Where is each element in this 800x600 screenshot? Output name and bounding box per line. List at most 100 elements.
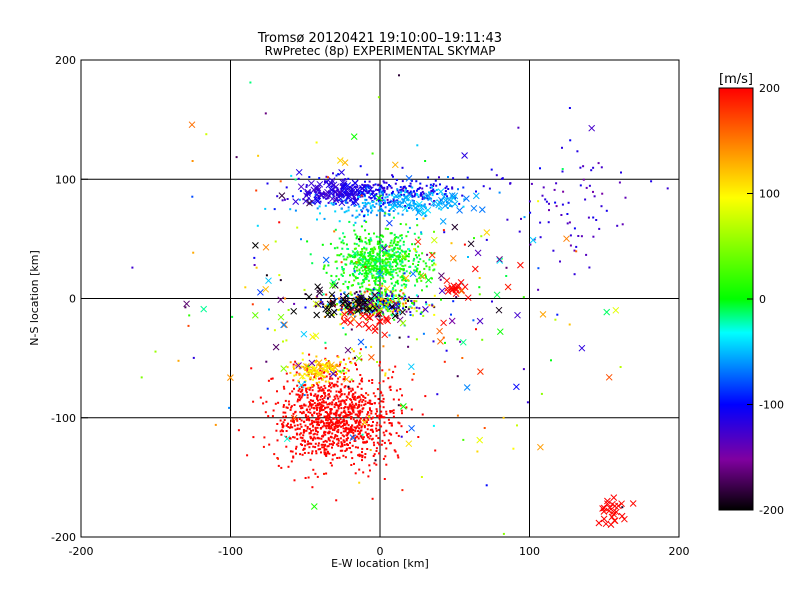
data-point-2896	[422, 204, 425, 207]
data-cross-3392	[362, 320, 370, 328]
data-point-716	[317, 415, 320, 418]
data-point-901	[334, 423, 337, 426]
data-point-2624	[428, 203, 431, 206]
data-point-2722	[449, 204, 451, 207]
data-point-1543	[367, 262, 370, 265]
data-point-1633	[382, 247, 384, 250]
data-cross-3528	[588, 124, 596, 132]
data-cross-3551	[459, 338, 467, 346]
data-point-1306	[399, 245, 402, 248]
data-point-1671	[401, 255, 404, 258]
data-point-2393	[390, 299, 392, 302]
data-cross-3545	[504, 283, 512, 291]
data-point-1113	[345, 371, 348, 374]
data-point-131	[357, 446, 359, 449]
data-point-32	[335, 438, 338, 441]
data-cross-3286	[332, 188, 340, 196]
data-point-2153	[384, 293, 387, 296]
data-cross-3328	[402, 194, 410, 202]
data-cross-3396	[366, 314, 374, 322]
data-point-2519	[414, 192, 417, 195]
data-point-1021	[367, 424, 370, 427]
data-point-1452	[360, 259, 363, 262]
data-point-715	[375, 408, 378, 411]
data-point-153	[318, 387, 321, 390]
data-point-1081	[345, 438, 348, 440]
data-point-2588	[341, 178, 344, 181]
data-point-43	[316, 431, 319, 433]
data-point-599	[285, 435, 288, 438]
data-point-725	[367, 401, 370, 404]
data-point-896	[338, 419, 341, 422]
data-point-286	[326, 450, 329, 453]
data-point-2879	[347, 209, 350, 212]
data-point-1121	[311, 384, 313, 387]
data-point-930	[316, 404, 319, 407]
data-cross-3414	[610, 494, 618, 501]
data-point-2640	[285, 186, 288, 189]
data-point-1819	[366, 288, 369, 291]
data-point-1714	[356, 235, 359, 238]
data-cross-3423	[602, 520, 610, 528]
data-point-504	[298, 427, 301, 430]
data-point-2415	[362, 305, 365, 308]
data-point-499	[391, 376, 394, 379]
data-point-2979	[548, 209, 550, 212]
data-point-3023	[388, 368, 391, 371]
data-point-3000	[322, 267, 325, 270]
data-point-21	[311, 486, 314, 489]
data-point-1051	[302, 448, 305, 451]
data-point-1176	[336, 373, 338, 375]
data-point-2945	[598, 227, 601, 230]
data-point-737	[366, 418, 369, 421]
data-point-2977	[582, 178, 585, 181]
data-point-911	[262, 402, 265, 405]
data-point-1022	[356, 414, 359, 417]
data-point-3018	[369, 449, 372, 451]
data-point-462	[328, 373, 331, 376]
data-point-1228	[398, 253, 401, 256]
data-point-2104	[409, 314, 412, 316]
data-point-1692	[367, 279, 370, 282]
data-point-1008	[282, 411, 285, 414]
data-point-3058	[381, 284, 384, 287]
data-point-3155	[340, 261, 343, 264]
data-point-2151	[415, 294, 418, 297]
data-point-1088	[373, 462, 376, 465]
data-point-1642	[407, 255, 410, 258]
data-cross-3264	[292, 198, 300, 205]
data-point-313	[299, 443, 302, 446]
data-point-152	[293, 404, 296, 406]
data-point-2771	[361, 202, 364, 204]
data-point-1696	[341, 239, 344, 242]
data-cross-3479	[281, 321, 288, 329]
data-point-841	[308, 432, 311, 435]
data-cross-3350	[347, 307, 355, 315]
data-point-141	[366, 448, 369, 450]
data-point-1086	[324, 451, 327, 454]
data-point-811	[400, 409, 403, 412]
data-point-1513	[381, 258, 384, 261]
data-point-2366	[382, 306, 385, 309]
data-point-1687	[363, 266, 366, 268]
data-point-37	[301, 388, 304, 391]
data-point-2174	[428, 304, 431, 307]
data-point-1854	[399, 263, 402, 266]
data-point-3064	[385, 254, 388, 257]
data-point-249	[348, 391, 351, 394]
data-point-854	[383, 478, 386, 480]
data-point-805	[379, 390, 382, 393]
data-point-2807	[264, 207, 267, 210]
data-point-2796	[424, 215, 427, 218]
data-point-1887	[391, 244, 394, 247]
data-point-828	[310, 442, 313, 445]
data-point-51	[329, 390, 332, 393]
data-point-2776	[378, 187, 381, 189]
data-point-2069	[415, 306, 418, 309]
data-point-511	[323, 430, 326, 433]
data-cross-3344	[314, 283, 322, 291]
data-point-1455	[430, 252, 433, 255]
data-point-1677	[322, 293, 325, 296]
data-point-2848	[319, 212, 321, 215]
data-point-1720	[353, 262, 356, 265]
